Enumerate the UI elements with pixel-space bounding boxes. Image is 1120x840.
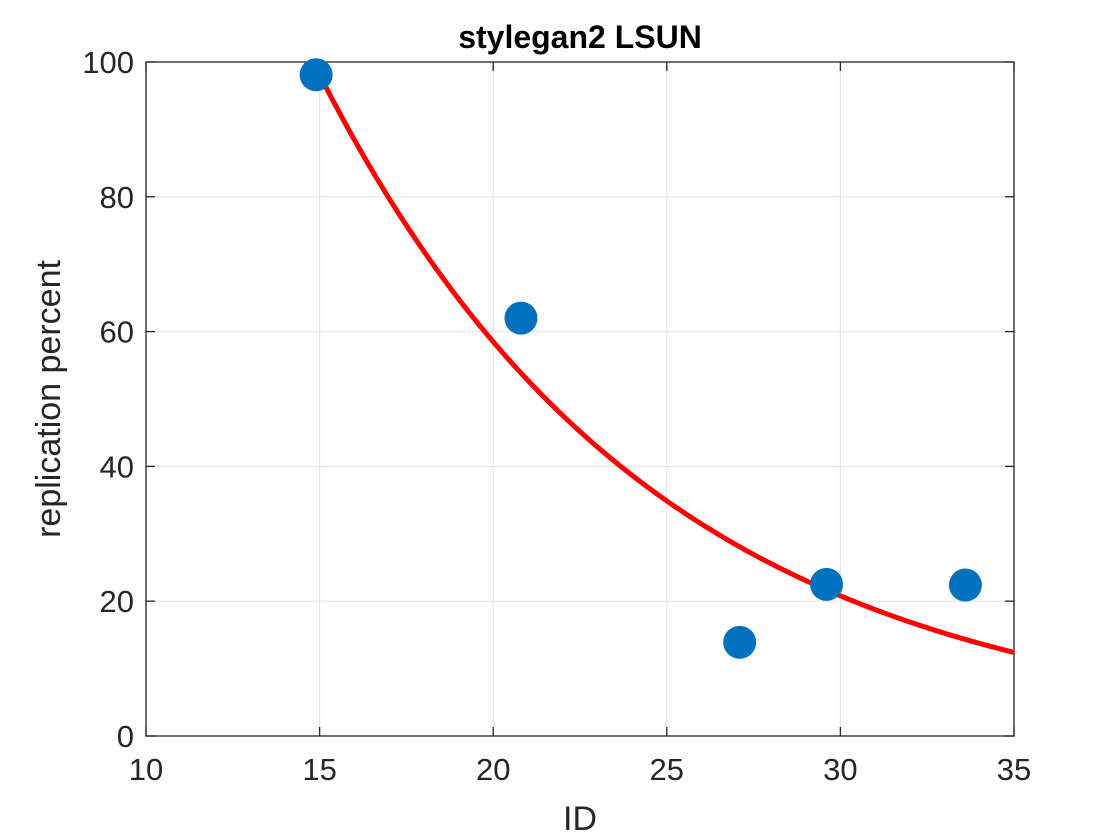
data-point (504, 301, 538, 335)
y-tick-label: 60 (100, 315, 134, 350)
chart-title: stylegan2 LSUN (458, 19, 702, 55)
data-points (299, 58, 982, 659)
data-point (299, 58, 333, 92)
y-tick-label: 80 (100, 180, 134, 215)
axes-box (145, 61, 1015, 737)
x-tick-label: 10 (129, 752, 163, 787)
y-tick-label: 20 (100, 584, 134, 619)
x-tick-label: 30 (823, 752, 857, 787)
y-axis-label: replication percent (30, 260, 68, 538)
fit-curve (320, 80, 1015, 655)
y-tick-label: 0 (117, 719, 134, 754)
axis-ticks: 10 15 20 25 30 35 0 20 40 60 80 100 (82, 45, 1031, 787)
fit-curve-group (320, 80, 1015, 655)
y-tick-label: 40 (100, 449, 134, 484)
x-tick-label: 20 (476, 752, 510, 787)
x-tick-label: 35 (997, 752, 1031, 787)
x-tick-label: 15 (302, 752, 336, 787)
x-tick-label: 25 (650, 752, 684, 787)
data-point (810, 567, 844, 601)
x-axis-label: ID (563, 800, 597, 838)
data-point (948, 568, 982, 602)
grid (145, 61, 1015, 737)
y-tick-label: 100 (82, 45, 134, 80)
data-point (723, 625, 757, 659)
